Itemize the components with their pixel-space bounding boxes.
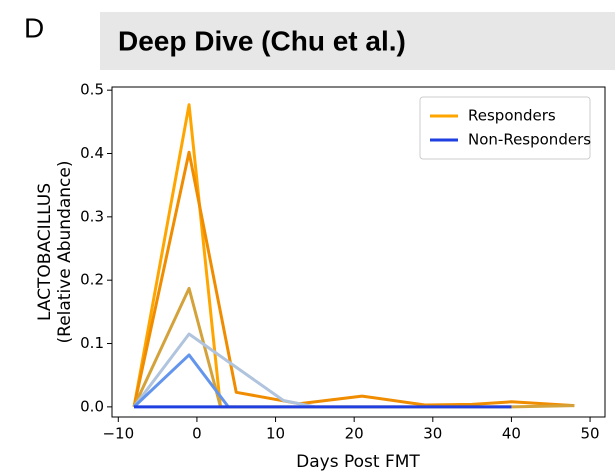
x-tick-label: 30 bbox=[423, 425, 442, 443]
panel-label: D bbox=[24, 12, 44, 43]
title-bar bbox=[100, 12, 615, 70]
legend-label: Non-Responders bbox=[468, 131, 591, 149]
x-tick-label: 10 bbox=[266, 425, 285, 443]
x-tick-label: −10 bbox=[102, 425, 134, 443]
y-tick-label: 0.2 bbox=[80, 271, 104, 289]
y-axis-label: LACTOBACILLUS bbox=[35, 183, 55, 321]
legend-box bbox=[419, 96, 591, 160]
y-tick-label: 0.1 bbox=[80, 334, 104, 352]
y-tick-label: 0.5 bbox=[80, 81, 104, 99]
x-tick-label: 20 bbox=[345, 425, 364, 443]
plot-frame bbox=[111, 86, 606, 418]
series-line bbox=[132, 353, 230, 408]
series-line bbox=[132, 286, 575, 409]
x-tick-label: 50 bbox=[581, 425, 600, 443]
series-line bbox=[132, 332, 316, 409]
y-axis-label: (Relative Abundance) bbox=[55, 161, 75, 344]
x-tick-label: 0 bbox=[192, 425, 202, 443]
y-tick-label: 0.3 bbox=[80, 207, 104, 225]
series-line bbox=[132, 103, 222, 408]
y-tick-label: 0.4 bbox=[80, 144, 104, 162]
legend-label: Responders bbox=[468, 107, 556, 125]
x-tick-label: 40 bbox=[502, 425, 521, 443]
series-line bbox=[132, 150, 575, 408]
chart-title: Deep Dive (Chu et al.) bbox=[118, 25, 406, 56]
y-tick-label: 0.0 bbox=[80, 397, 104, 415]
x-axis-label: Days Post FMT bbox=[296, 452, 420, 472]
